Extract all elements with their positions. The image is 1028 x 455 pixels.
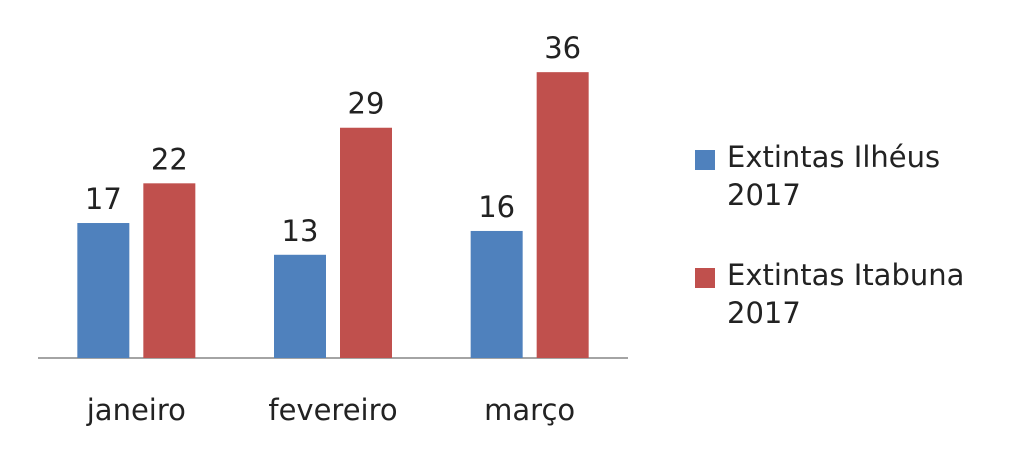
data-label: 29 — [348, 87, 385, 121]
legend-label: Extintas Ilhéus 2017 — [727, 140, 941, 212]
data-label: 16 — [478, 190, 515, 224]
legend-item: Extintas Ilhéus 2017 — [695, 138, 997, 214]
data-label: 13 — [282, 214, 319, 248]
legend-swatch — [695, 150, 715, 170]
bar — [143, 183, 196, 358]
x-tick-label: janeiro — [86, 393, 186, 427]
bar — [340, 127, 392, 359]
data-label: 36 — [544, 31, 581, 65]
bar — [274, 254, 326, 358]
x-tick-label: março — [484, 393, 575, 427]
x-tick-label: fevereiro — [268, 393, 397, 427]
bar — [77, 223, 130, 358]
data-label: 17 — [85, 182, 122, 216]
legend-item: Extintas Itabuna 2017 — [695, 256, 997, 332]
bar — [536, 72, 589, 358]
legend-label: Extintas Itabuna 2017 — [727, 258, 965, 330]
data-label: 22 — [151, 142, 188, 176]
legend-swatch — [695, 268, 715, 288]
bar — [470, 230, 523, 358]
